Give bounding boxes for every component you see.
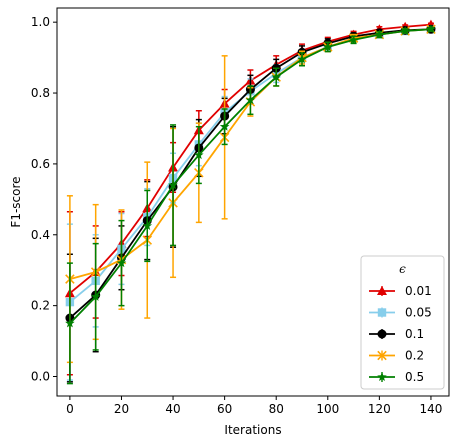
y-tick-label: 1.0 [31,15,50,29]
data-point [297,54,307,64]
legend: ϵ 0.01 0.05 0.1 0.2 0.5 [360,255,445,390]
data-point [168,180,178,190]
data-point [245,95,256,105]
x-tick-label: 100 [316,402,339,416]
data-point [377,329,387,339]
x-tick-label: 40 [165,402,180,416]
data-point [116,258,127,268]
data-point [400,26,410,36]
y-axis-label: F1-score [9,176,23,227]
legend-entries: 0.01 0.05 0.1 0.2 0.5 [369,284,432,384]
data-point [90,291,101,301]
data-point [271,72,281,82]
legend-entry: 0.01 [369,284,432,298]
x-tick-label: 80 [269,402,284,416]
legend-label: 0.01 [405,284,432,298]
legend-title: ϵ [399,262,406,276]
x-axis-label: Iterations [224,423,281,437]
x-tick-label: 120 [368,402,391,416]
x-tick-label: 0 [66,402,74,416]
y-tick-label: 0.2 [31,299,50,313]
series-0.5 [65,24,436,385]
series-layer [64,19,436,385]
y-tick-label: 0.0 [31,370,50,384]
legend-entry: 0.1 [369,327,424,341]
data-point [348,34,359,44]
data-point [142,220,153,230]
legend-label: 0.2 [405,349,424,363]
data-point [374,29,385,39]
data-point [377,372,387,382]
data-point [219,121,230,131]
data-point [377,350,387,361]
data-point [65,318,75,328]
data-point [377,308,387,317]
data-point [426,24,436,34]
legend-label: 0.1 [405,327,424,341]
x-tick-label: 140 [419,402,442,416]
data-point [323,41,333,52]
y-tick-label: 0.4 [31,228,50,242]
x-tick-label: 60 [217,402,232,416]
data-point [194,150,204,160]
legend-label: 0.05 [405,306,432,320]
legend-label: 0.5 [405,370,424,384]
x-axis-ticks: 0 20 40 60 80 100 120 140 [66,396,442,416]
y-tick-label: 0.6 [31,157,50,171]
y-axis-ticks: 0.0 0.2 0.4 0.6 0.8 1.0 [31,15,57,384]
legend-entry: 0.2 [369,349,424,363]
legend-entry: 0.05 [369,306,432,320]
legend-entry: 0.5 [369,370,424,384]
plot-frame [56,7,450,397]
y-tick-label: 0.8 [31,86,50,100]
x-tick-label: 20 [114,402,129,416]
data-point [377,286,387,295]
